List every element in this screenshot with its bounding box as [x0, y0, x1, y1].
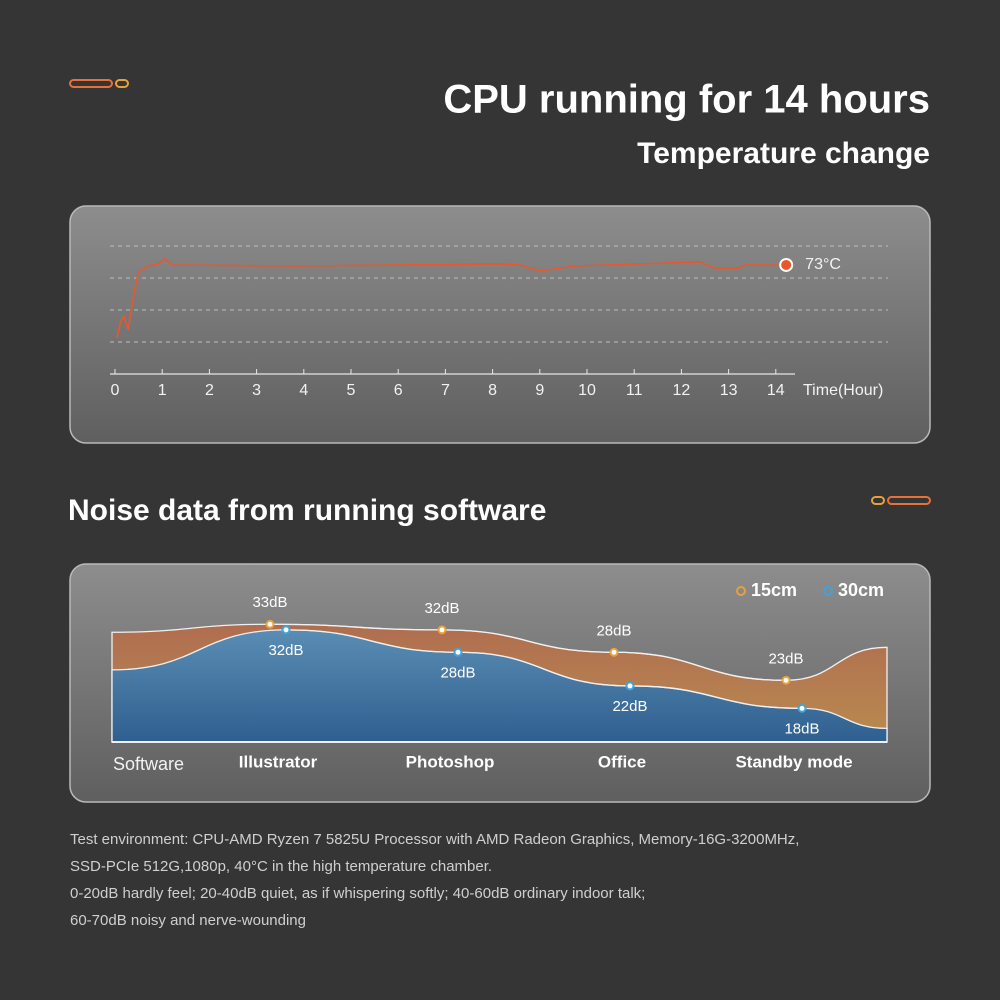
x-tick-label: 3 — [252, 382, 261, 399]
decor-pill — [887, 496, 931, 505]
note-line: 60-70dB noisy and nerve-wounding — [70, 912, 306, 929]
x-tick-label: 2 — [205, 382, 214, 399]
point — [281, 625, 291, 635]
value-label: 73°C — [805, 256, 841, 273]
legend-marker — [823, 586, 833, 596]
note-line: SSD-PCIe 512G,1080p, 40°C in the high te… — [70, 858, 492, 875]
point — [265, 619, 275, 629]
x-tick-label: 5 — [347, 382, 356, 399]
title: CPU running for 14 hours — [443, 78, 930, 122]
value-label: 32dB — [424, 600, 459, 617]
value-label: 32dB — [268, 642, 303, 659]
point — [625, 681, 635, 691]
x-tick-label: Standby mode — [735, 752, 852, 771]
value-label: 33dB — [252, 594, 287, 611]
x-tick-label: 14 — [767, 382, 785, 399]
x-tick-label: 4 — [299, 382, 308, 399]
decor-pill — [871, 496, 885, 505]
x-tick-label: 0 — [111, 382, 120, 399]
legend-label: 30cm — [838, 580, 884, 600]
series-line — [285, 629, 803, 710]
decor-pill — [115, 79, 129, 88]
x-axis-label: Software — [113, 754, 184, 774]
x-tick-label: 9 — [535, 382, 544, 399]
point — [609, 647, 619, 657]
point — [437, 625, 447, 635]
note-line: Test environment: CPU-AMD Ryzen 7 5825U … — [70, 831, 799, 848]
decor-grid — [110, 245, 888, 343]
value-label: 23dB — [768, 650, 803, 667]
decor-pill — [69, 79, 113, 88]
point — [797, 703, 807, 713]
value-label: 28dB — [440, 664, 475, 681]
x-tick-label: 10 — [578, 382, 596, 399]
point — [781, 675, 791, 685]
end-marker — [779, 257, 794, 272]
x-tick-label: 6 — [394, 382, 403, 399]
notes: Test environment: CPU-AMD Ryzen 7 5825U … — [70, 831, 799, 929]
x-tick-label: 7 — [441, 382, 450, 399]
line — [116, 257, 787, 339]
subtitle: Temperature change — [637, 137, 930, 170]
panel — [69, 205, 931, 444]
series-line — [269, 623, 787, 681]
value-label: 28dB — [596, 622, 631, 639]
x-tick-label: 12 — [673, 382, 691, 399]
note-line: 0-20dB hardly feel; 20-40dB quiet, as if… — [70, 885, 645, 902]
x-tick-label: 1 — [158, 382, 167, 399]
x-tick-label: 8 — [488, 382, 497, 399]
value-label: 22dB — [612, 698, 647, 715]
legend-label: 15cm — [751, 580, 797, 600]
x-tick-label: Illustrator — [239, 752, 318, 771]
x-tick-label: Office — [598, 752, 646, 771]
x-tick-label: Photoshop — [406, 752, 495, 771]
legend-marker — [736, 586, 746, 596]
x-axis-label: Time(Hour) — [803, 382, 883, 399]
x-tick-label: 13 — [720, 382, 738, 399]
section-title: Noise data from running software — [68, 494, 546, 527]
x-tick-label: 11 — [626, 382, 643, 399]
point — [453, 647, 463, 657]
value-label: 18dB — [784, 720, 819, 737]
